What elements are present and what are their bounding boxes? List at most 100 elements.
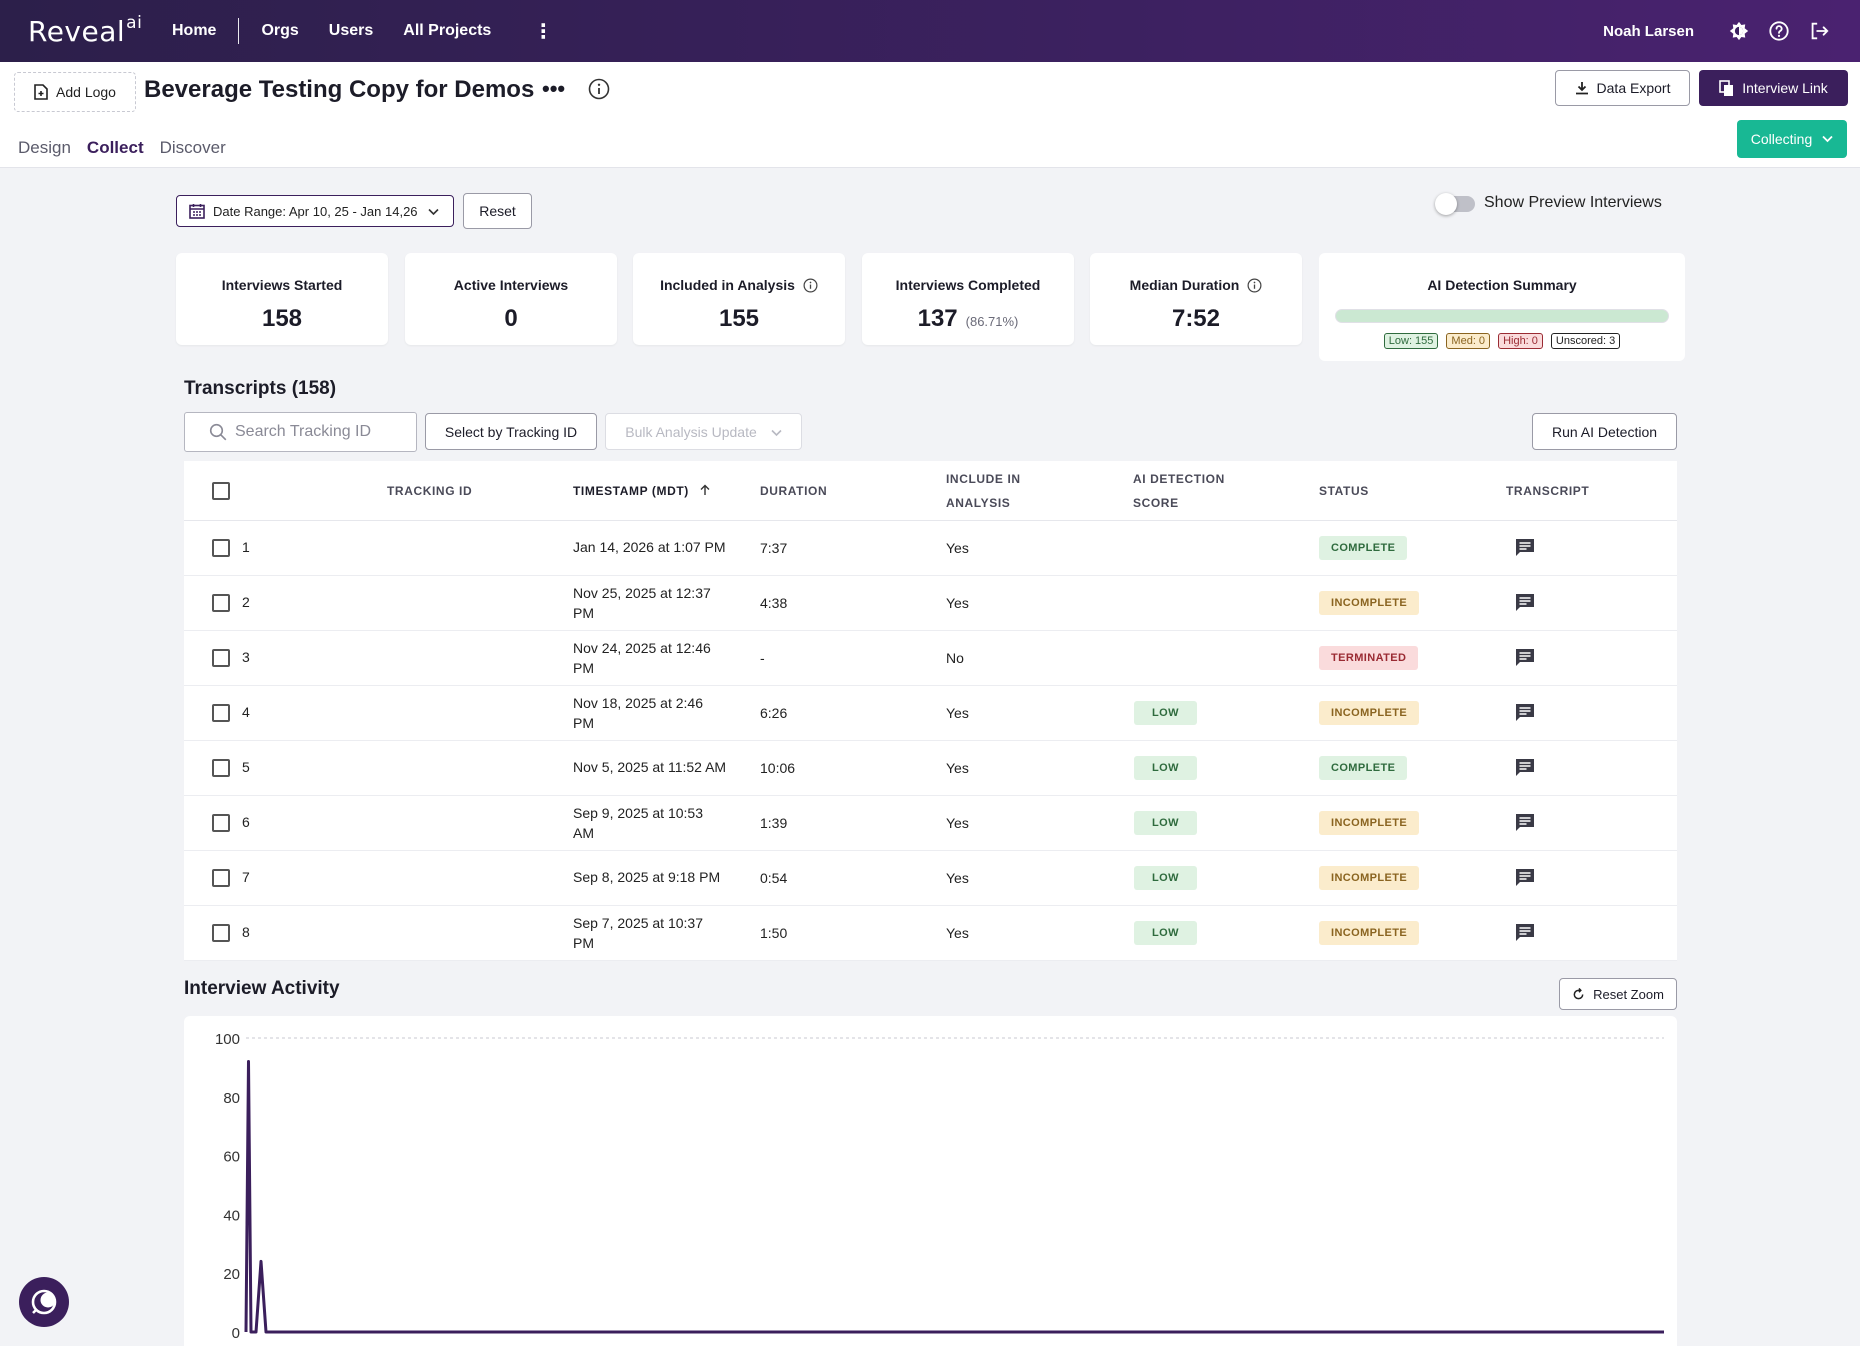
project-more-icon[interactable]: •••: [542, 76, 566, 101]
search-icon: [209, 423, 227, 441]
reset-zoom-label: Reset Zoom: [1593, 986, 1664, 1002]
add-logo-button[interactable]: Add Logo: [14, 72, 136, 112]
row-checkbox[interactable]: [212, 594, 230, 612]
transcripts-title: Transcripts (158): [184, 378, 337, 399]
row-index: 4: [242, 704, 250, 720]
reset-zoom-button[interactable]: Reset Zoom: [1559, 978, 1677, 1010]
show-preview-toggle[interactable]: [1435, 193, 1475, 215]
activity-series-line[interactable]: [244, 1060, 1664, 1334]
row-timestamp-line2: PM: [573, 715, 594, 731]
brand-logo[interactable]: Revealai: [28, 13, 143, 48]
col-ai-detection-score[interactable]: AI DETECTION SCORE: [1133, 467, 1225, 515]
col-timestamp[interactable]: TIMESTAMP (MDT): [573, 479, 711, 503]
nav-home[interactable]: Home: [172, 22, 217, 39]
select-by-tracking-id-button[interactable]: Select by Tracking ID: [425, 413, 597, 450]
nav-all-projects[interactable]: All Projects: [403, 22, 492, 39]
row-duration: 4:38: [760, 595, 788, 611]
row-duration: 1:39: [760, 815, 788, 831]
toggle-knob: [1435, 193, 1457, 215]
user-name[interactable]: Noah Larsen: [1603, 22, 1694, 40]
data-export-button[interactable]: Data Export: [1555, 70, 1690, 106]
nav-more-icon[interactable]: ⋮: [533, 20, 554, 43]
row-timestamp-line1: Nov 25, 2025 at 12:37: [573, 585, 711, 601]
interview-activity-chart[interactable]: 100 80 60 40 20 0: [184, 1016, 1677, 1346]
project-header: Add Logo Beverage Testing Copy for Demos…: [0, 62, 1860, 168]
table-row[interactable]: 2 Nov 25, 2025 at 12:37 PM 4:38 Yes INCOMPLET…: [184, 576, 1677, 631]
interview-link-button[interactable]: Interview Link: [1699, 70, 1848, 106]
transcript-icon[interactable]: [1515, 593, 1535, 618]
col-ai-line1: AI DETECTION: [1133, 472, 1225, 486]
search-box[interactable]: [184, 412, 417, 452]
row-checkbox[interactable]: [212, 814, 230, 832]
table-row[interactable]: 7 Sep 8, 2025 at 9:18 PM 0:54 Yes LOW INCOMPL…: [184, 851, 1677, 906]
help-icon[interactable]: [1766, 18, 1792, 44]
table-row[interactable]: 4 Nov 18, 2025 at 2:46 PM 6:26 Yes LOW INCOMPL…: [184, 686, 1677, 741]
row-duration: -: [760, 650, 765, 666]
col-status[interactable]: STATUS: [1319, 484, 1369, 498]
stat-card-completed: Interviews Completed 137 (86.71%): [862, 253, 1074, 345]
nav-orgs[interactable]: Orgs: [261, 22, 299, 39]
bulk-analysis-update-dropdown[interactable]: Bulk Analysis Update: [605, 413, 802, 450]
col-transcript[interactable]: TRANSCRIPT: [1506, 484, 1590, 498]
info-icon[interactable]: [1247, 278, 1262, 293]
collecting-label: Collecting: [1750, 131, 1813, 147]
col-ai-line2: SCORE: [1133, 496, 1179, 510]
stat-card-active: Active Interviews 0: [405, 253, 617, 345]
table-row[interactable]: 8 Sep 7, 2025 at 10:37 PM 1:50 Yes LOW INCOMPL…: [184, 906, 1677, 961]
table-row[interactable]: 5 Nov 5, 2025 at 11:52 AM 10:06 Yes LOW COMPL…: [184, 741, 1677, 796]
row-timestamp: Sep 8, 2025 at 9:18 PM: [573, 867, 731, 887]
theme-toggle-icon[interactable]: [1726, 18, 1752, 44]
row-checkbox[interactable]: [212, 869, 230, 887]
chevron-down-icon: [1822, 132, 1833, 146]
row-checkbox[interactable]: [212, 924, 230, 942]
chat-support-button[interactable]: [19, 1277, 69, 1327]
y-tick-label: 40: [223, 1207, 240, 1224]
row-checkbox[interactable]: [212, 759, 230, 777]
row-checkbox[interactable]: [212, 704, 230, 722]
row-duration: 7:37: [760, 540, 788, 556]
collecting-dropdown[interactable]: Collecting: [1737, 120, 1847, 158]
status-badge: COMPLETE: [1319, 756, 1408, 780]
tab-collect[interactable]: Collect: [86, 138, 144, 157]
search-input[interactable]: [235, 423, 395, 441]
transcript-icon[interactable]: [1515, 868, 1535, 893]
select-all-checkbox[interactable]: [212, 482, 230, 500]
activity-chart-svg[interactable]: 100 80 60 40 20 0: [184, 1016, 1677, 1346]
row-checkbox[interactable]: [212, 539, 230, 557]
y-tick-label: 60: [223, 1149, 240, 1166]
col-duration[interactable]: DURATION: [760, 484, 828, 498]
date-range-picker[interactable]: Date Range: Apr 10, 25 - Jan 14,26: [176, 195, 454, 227]
row-duration: 1:50: [760, 925, 788, 941]
row-include: Yes: [946, 870, 969, 886]
col-include-line1: INCLUDE IN: [946, 472, 1021, 486]
logout-icon[interactable]: [1806, 18, 1832, 44]
transcript-icon[interactable]: [1515, 758, 1535, 783]
table-row[interactable]: 6 Sep 9, 2025 at 10:53 AM 1:39 Yes LOW INCOMPL…: [184, 796, 1677, 851]
tab-discover[interactable]: Discover: [159, 138, 226, 157]
run-ai-detection-button[interactable]: Run AI Detection: [1532, 413, 1677, 450]
reset-button[interactable]: Reset: [463, 193, 532, 229]
transcript-icon[interactable]: [1515, 703, 1535, 728]
stat-percent: (86.71%): [965, 314, 1019, 329]
ai-detection-bar: [1335, 309, 1669, 323]
nav-users[interactable]: Users: [328, 22, 374, 39]
project-tabs: Design Collect Discover: [18, 138, 242, 158]
transcript-icon[interactable]: [1515, 923, 1535, 948]
transcript-icon[interactable]: [1515, 538, 1535, 563]
table-row[interactable]: 1 Jan 14, 2026 at 1:07 PM 7:37 Yes COMPLETE: [184, 521, 1677, 576]
table-row[interactable]: 3 Nov 24, 2025 at 12:46 PM - No TERMINATED: [184, 631, 1677, 686]
bulk-analysis-label: Bulk Analysis Update: [625, 423, 757, 440]
transcript-icon[interactable]: [1515, 648, 1535, 673]
transcript-icon[interactable]: [1515, 813, 1535, 838]
info-icon[interactable]: [803, 278, 818, 293]
row-index: 5: [242, 759, 250, 775]
ai-score-badge: LOW: [1134, 866, 1197, 890]
col-include-in-analysis[interactable]: INCLUDE IN ANALYSIS: [946, 467, 1021, 515]
col-tracking-id[interactable]: TRACKING ID: [387, 484, 473, 498]
row-timestamp-line2: PM: [573, 935, 594, 951]
tab-design[interactable]: Design: [18, 138, 71, 157]
nav-divider: [238, 18, 240, 44]
row-checkbox[interactable]: [212, 649, 230, 667]
ai-score-badge: LOW: [1134, 921, 1197, 945]
info-icon[interactable]: [588, 78, 610, 105]
